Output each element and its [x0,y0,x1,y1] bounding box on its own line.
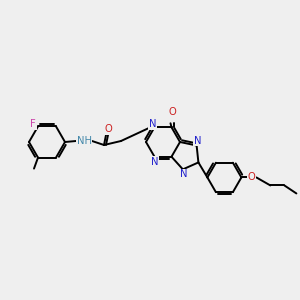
Text: O: O [248,172,255,182]
Text: F: F [30,119,36,129]
Text: N: N [194,136,201,146]
Text: O: O [104,124,112,134]
Text: N: N [149,119,156,129]
Text: N: N [151,157,158,167]
Text: NH: NH [76,136,92,146]
Text: O: O [169,107,176,117]
Text: N: N [180,169,188,179]
